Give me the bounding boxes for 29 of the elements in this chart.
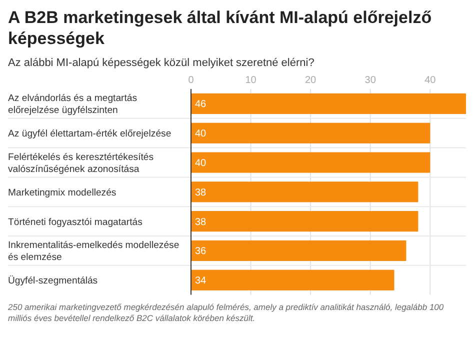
data-label: 40: [195, 158, 207, 169]
y-tick-label: Az ügyfél élettartam-érték előrejelzése: [8, 128, 172, 140]
data-label: 36: [195, 246, 207, 258]
x-tick-label: 30: [364, 75, 376, 86]
bar: [191, 152, 430, 173]
data-label: 46: [195, 99, 207, 110]
y-tick-label: Inkrementalitás-emelkedés modellezése és elemzése: [8, 240, 180, 264]
data-label: 38: [195, 216, 207, 228]
chart-title: A B2B marketingesek által kívánt MI-alapú előrejelző képességek: [8, 8, 432, 48]
bar: [191, 211, 418, 232]
x-tick-label: 20: [305, 75, 317, 86]
y-tick-label: Történeti fogyasztói magatartás: [8, 216, 143, 228]
data-label: 38: [195, 187, 207, 198]
y-tick-label: Felértékelés és keresztértékesítés valószínűségének azonosítása: [8, 152, 154, 175]
bar: [191, 240, 406, 261]
x-tick-label: 0: [188, 75, 194, 86]
data-label: 34: [195, 276, 207, 287]
chart-subtitle: Az alábbi MI-alapú képességek közül melyiket szeretné elérni?: [8, 57, 314, 69]
data-label: 40: [195, 128, 207, 140]
x-tick-label: 10: [245, 75, 257, 86]
bar: [191, 93, 466, 114]
y-tick-label: Az elvándorlás és a megtartás előrejelzése ügyfélszinten: [8, 93, 138, 116]
text: 250 amerikai marketingvezető megkérdezésén alapuló felmérés, amely a prediktív analitikát használó, legalább 100 milliós éves bevétellel rendelkező B2C vállalatok körében készült.: [7, 302, 444, 323]
y-tick-label: Ügyfél-szegmentálás: [8, 274, 98, 287]
bar: [191, 122, 430, 144]
bar: [191, 182, 418, 202]
bar: [191, 270, 394, 290]
x-tick-label: 40: [424, 75, 436, 86]
y-tick-label: Marketingmix modellezés: [8, 187, 116, 198]
